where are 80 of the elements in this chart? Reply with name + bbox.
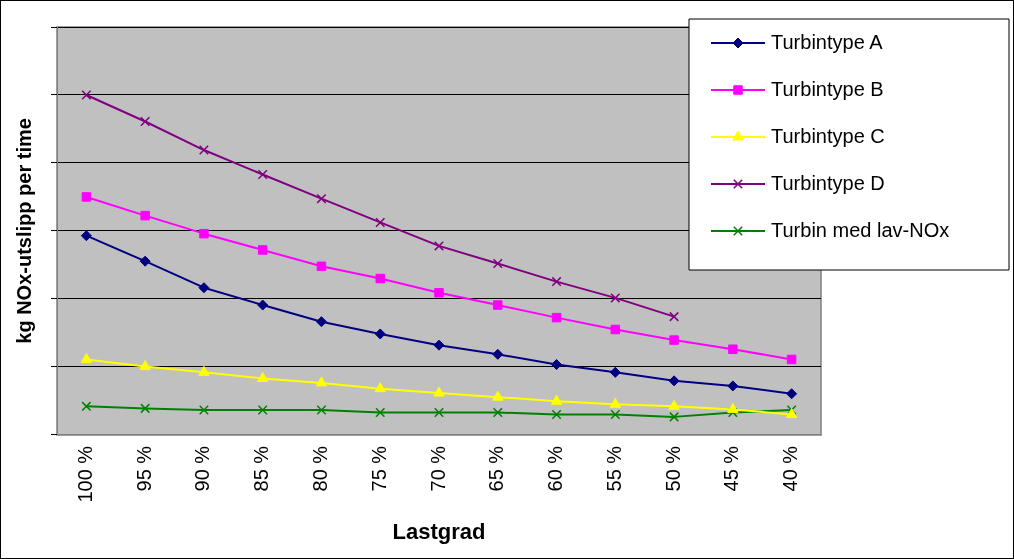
x-tick-label: 75 %	[367, 445, 390, 492]
point	[669, 335, 679, 345]
point	[199, 228, 209, 239]
point	[140, 116, 151, 127]
point	[434, 407, 444, 418]
point	[316, 193, 327, 204]
point	[433, 339, 445, 351]
point	[610, 324, 621, 335]
point	[374, 382, 386, 393]
x-tick-label: 65 %	[485, 445, 508, 492]
point	[492, 258, 503, 269]
point	[316, 405, 327, 416]
point	[81, 192, 92, 202]
point	[551, 312, 562, 323]
point	[140, 210, 150, 221]
point	[551, 276, 562, 287]
legend-label: Turbintype B	[771, 77, 884, 100]
point	[257, 405, 268, 416]
point	[374, 328, 386, 340]
x-tick-label: 40 %	[779, 445, 802, 492]
point	[669, 411, 680, 422]
point	[80, 230, 92, 242]
point	[551, 359, 563, 371]
point	[375, 217, 386, 228]
point	[139, 255, 151, 267]
x-tick-label: 45 %	[720, 445, 743, 492]
point	[257, 299, 269, 311]
legend-label: Turbin med lav-NOx	[771, 218, 950, 241]
y-axis-title: kg NOx-utslipp per time	[12, 118, 35, 344]
point	[257, 371, 269, 382]
point	[139, 360, 151, 371]
point	[198, 365, 210, 376]
point	[668, 375, 680, 387]
point	[493, 300, 503, 310]
point	[492, 348, 504, 360]
point	[434, 288, 444, 298]
point	[786, 354, 797, 365]
x-tick-label: 50 %	[661, 445, 684, 492]
point	[140, 403, 151, 414]
point	[80, 352, 93, 363]
point	[727, 380, 739, 392]
point	[81, 89, 92, 100]
point	[198, 282, 210, 294]
x-tick-label: 55 %	[602, 445, 625, 492]
point	[375, 407, 386, 418]
x-tick-label: 95 %	[132, 445, 155, 492]
point	[198, 405, 209, 416]
point	[257, 245, 268, 255]
point	[257, 169, 268, 180]
x-tick-label: 70 %	[426, 445, 449, 492]
point	[610, 409, 621, 420]
point	[609, 366, 621, 378]
point	[551, 409, 562, 420]
x-tick-label: 85 %	[250, 445, 273, 492]
point	[727, 402, 739, 413]
point	[434, 240, 444, 251]
x-tick-label: 60 %	[544, 445, 567, 492]
point	[609, 397, 621, 408]
x-tick-label: 100 %	[73, 445, 96, 503]
point	[492, 390, 504, 401]
x-tick-label: 90 %	[191, 445, 214, 492]
point	[668, 399, 680, 410]
legend-label: Turbintype D	[771, 171, 885, 194]
point	[786, 388, 798, 400]
point	[375, 273, 385, 284]
point	[315, 376, 328, 387]
point	[550, 394, 563, 405]
point	[433, 386, 445, 397]
x-tick-label: 80 %	[308, 445, 331, 492]
point	[610, 292, 621, 303]
x-axis-title: Lastgrad	[392, 518, 486, 544]
point	[669, 311, 680, 322]
point	[198, 145, 209, 156]
point	[81, 401, 92, 412]
point	[315, 316, 327, 328]
legend-label: Turbintype C	[771, 124, 885, 147]
point	[492, 407, 503, 418]
point	[728, 344, 738, 354]
legend-label: Turbintype A	[771, 30, 884, 53]
point	[316, 261, 327, 272]
